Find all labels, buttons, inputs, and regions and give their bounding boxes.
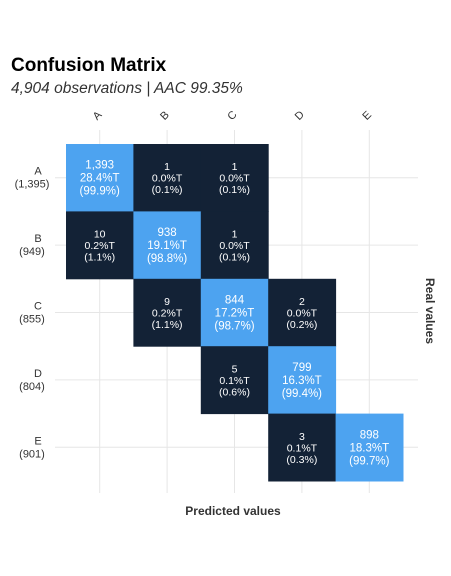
chart-subtitle: 4,904 observations | AAC 99.35% [11,80,243,97]
cell-label: 16.3%T [282,375,322,387]
row-count-label: (804) [19,381,45,393]
matrix-cells: 1,39328.4%T(99.9%)10.0%T(0.1%)10.0%T(0.1… [66,144,404,482]
cell-rect [133,211,202,280]
cell-rect [133,278,202,347]
matrix-cell: 100.2%T(1.1%) [66,211,134,280]
cell-rect [268,413,337,482]
cell-label: 799 [292,362,311,374]
cell-rect [66,211,134,280]
cell-rect [133,144,202,212]
matrix-cell: 30.1%T(0.3%) [268,413,337,482]
cell-label: 0.1%T [219,375,250,387]
cell-label: (0.1%) [219,184,250,196]
matrix-cell: 20.0%T(0.2%) [268,278,337,347]
matrix-cell: 10.0%T(0.1%) [200,211,269,280]
cell-rect [335,413,404,482]
row-count-label: (855) [19,314,45,326]
cell-label: 3 [299,431,305,443]
cell-label: 0.1%T [287,442,318,454]
matrix-cell: 50.1%T(0.6%) [200,346,269,415]
cell-label: 5 [232,363,238,375]
row-label: E [34,435,41,447]
column-label: A [91,109,105,123]
cell-label: 0.0%T [219,240,250,252]
cell-label: 898 [360,429,379,441]
cell-label: (98.7%) [214,321,254,333]
cell-label: 18.3%T [349,442,389,454]
cell-label: (99.7%) [349,455,389,467]
row-label: C [34,301,42,313]
cell-label: (0.1%) [219,252,250,264]
row-count-label: (901) [19,448,45,460]
column-label: C [225,109,239,123]
cell-rect [200,278,269,347]
cell-label: (0.3%) [286,454,317,466]
cell-label: (0.2%) [286,319,317,331]
cell-label: 9 [164,296,170,308]
row-count-label: (949) [19,246,45,258]
cell-label: (0.6%) [219,386,250,398]
row-label: D [34,368,42,380]
cell-label: (99.4%) [282,388,322,400]
row-label: B [34,233,41,245]
cell-label: 0.0%T [287,308,318,320]
row-labels: A(1,395) B(949) C(855) D(804) E(901) [15,166,50,461]
cell-label: 28.4%T [80,173,120,185]
cell-rect [200,211,269,280]
cell-label: 19.1%T [147,240,187,252]
cell-label: (98.8%) [147,253,187,265]
column-label: E [360,109,374,123]
cell-label: (0.1%) [152,184,183,196]
matrix-cell: 10.0%T(0.1%) [133,144,202,212]
cell-label: 0.0%T [152,173,183,185]
cell-label: 0.2%T [85,240,116,252]
cell-label: 10 [94,229,106,241]
cell-rect [200,346,269,415]
chart-title: Confusion Matrix [11,55,167,76]
cell-label: 0.2%T [152,308,183,320]
cell-label: 938 [158,227,177,239]
cell-label: 844 [225,295,245,307]
matrix-cell: 90.2%T(1.1%) [133,278,202,347]
cell-label: 1 [232,161,238,173]
row-count-label: (1,395) [15,179,50,191]
cell-label: 1,393 [85,160,114,172]
x-axis-title: Predicted values [185,504,281,518]
cell-label: 2 [299,296,305,308]
cell-rect [268,278,337,347]
cell-label: 1 [232,229,238,241]
cell-label: (1.1%) [152,319,183,331]
column-label: D [293,109,307,123]
cell-rect [66,144,134,212]
column-label: B [158,109,172,123]
cell-rect [200,144,269,212]
matrix-cell: 10.0%T(0.1%) [200,144,269,212]
cell-label: 17.2%T [215,308,255,320]
row-label: A [34,166,42,178]
column-labels: A B C D E [91,109,374,123]
y-axis-title: Real values [423,278,437,344]
cell-label: 1 [164,161,170,173]
cell-rect [268,346,337,415]
cell-label: 0.0%T [219,173,250,185]
cell-label: (1.1%) [84,252,115,264]
cell-label: (99.9%) [80,186,120,198]
